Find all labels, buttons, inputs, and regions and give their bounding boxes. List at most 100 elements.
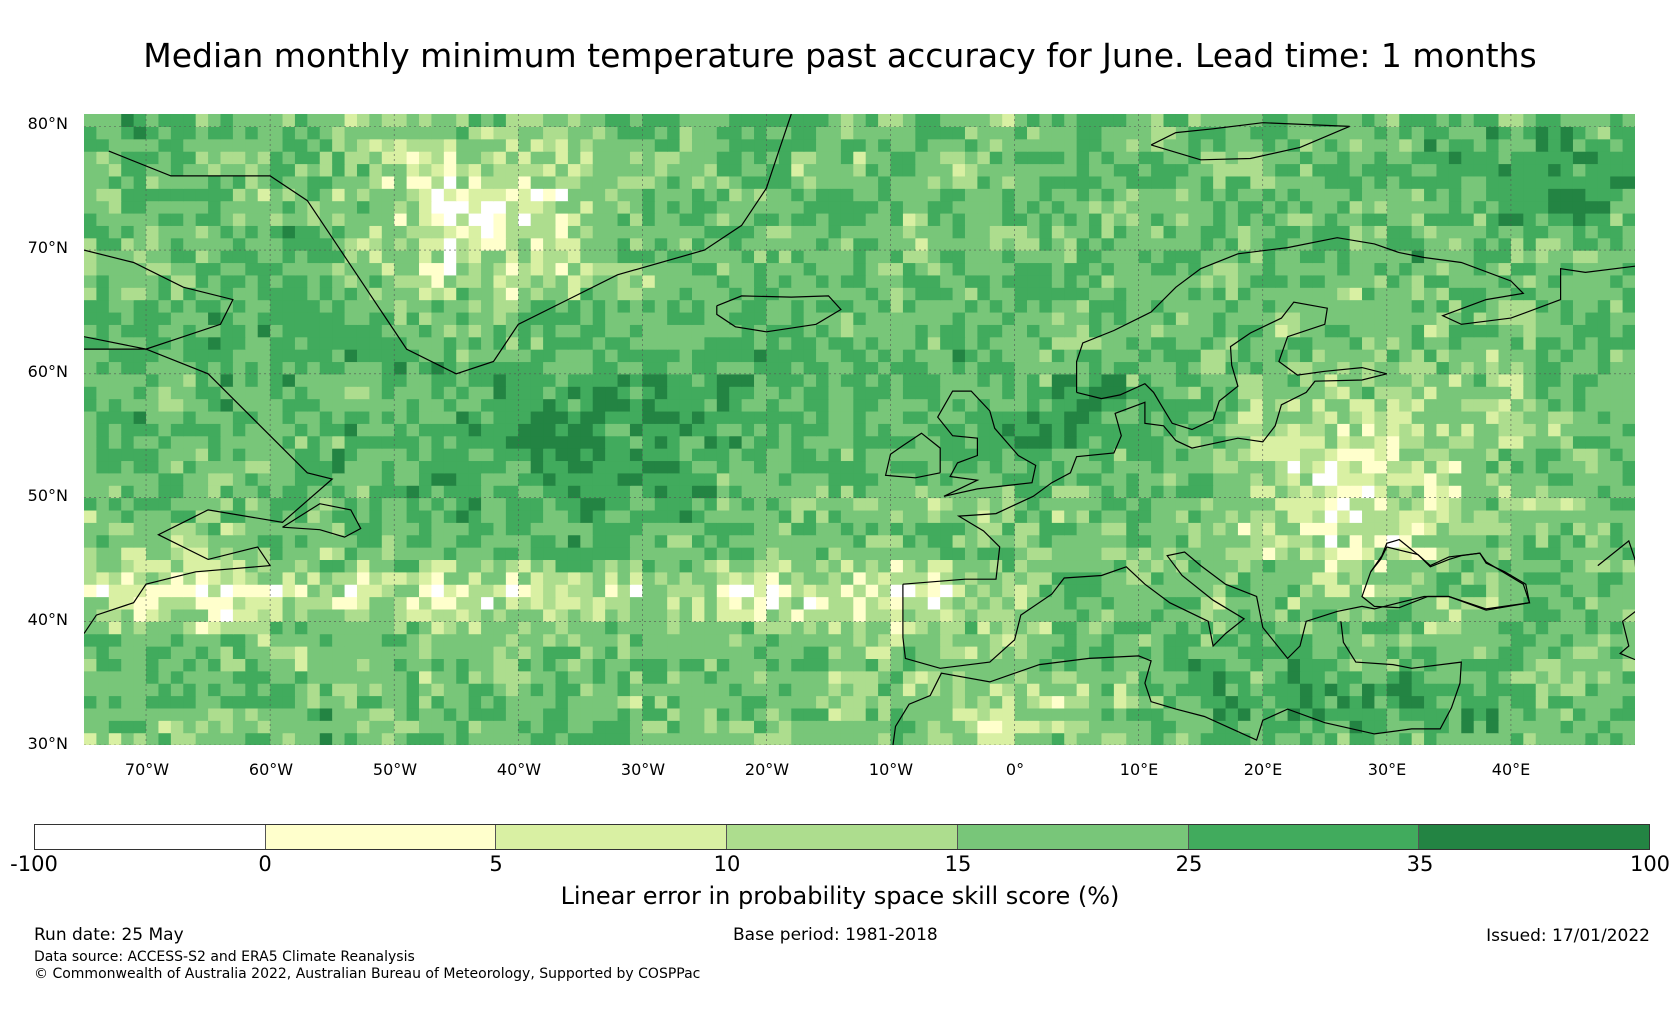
skill-cell	[816, 571, 830, 585]
skill-cell	[1461, 361, 1475, 375]
skill-cell	[1014, 534, 1028, 548]
skill-cell	[1213, 559, 1227, 573]
skill-cell	[1101, 435, 1115, 449]
skill-cell	[530, 584, 544, 598]
skill-cell	[381, 274, 395, 288]
skill-cell	[1051, 287, 1065, 301]
skill-cell	[1299, 262, 1313, 276]
skill-cell	[344, 349, 358, 363]
skill-cell	[257, 720, 271, 734]
skill-cell	[1622, 509, 1635, 523]
skill-cell	[1622, 596, 1635, 610]
skill-cell	[158, 497, 172, 511]
skill-cell	[1076, 386, 1090, 400]
skill-cell	[1386, 670, 1400, 684]
skill-cell	[518, 658, 532, 672]
skill-cell	[270, 472, 284, 486]
skill-cell	[344, 250, 358, 264]
skill-cell	[1089, 250, 1103, 264]
skill-cell	[1200, 361, 1214, 375]
skill-cell	[1362, 274, 1376, 288]
skill-cell	[195, 460, 209, 474]
skill-cell	[1113, 423, 1127, 437]
skill-cell	[791, 559, 805, 573]
skill-cell	[1002, 485, 1016, 499]
skill-cell	[1510, 522, 1524, 536]
skill-cell	[245, 720, 259, 734]
skill-cell	[1163, 534, 1177, 548]
skill-cell	[332, 448, 346, 462]
skill-cell	[1014, 646, 1028, 659]
skill-cell	[1610, 373, 1624, 387]
skill-cell	[1188, 646, 1202, 659]
skill-cell	[766, 720, 780, 734]
skill-cell	[816, 695, 830, 709]
skill-cell	[890, 683, 904, 697]
skill-cell	[605, 596, 619, 610]
skill-cell	[1498, 732, 1512, 745]
skill-cell	[729, 398, 743, 412]
skill-cell	[1002, 547, 1016, 561]
skill-cell	[344, 274, 358, 288]
skill-cell	[1188, 262, 1202, 276]
skill-cell	[1126, 336, 1140, 350]
skill-cell	[1548, 410, 1562, 424]
skill-cell	[1523, 324, 1537, 338]
skill-cell	[220, 547, 234, 561]
skill-cell	[1151, 608, 1165, 622]
skill-cell	[555, 398, 569, 412]
skill-cell	[729, 608, 743, 622]
skill-cell	[1585, 398, 1599, 412]
skill-cell	[1200, 658, 1214, 672]
skill-cell	[1089, 274, 1103, 288]
skill-cell	[1374, 621, 1388, 635]
skill-cell	[977, 509, 991, 523]
skill-cell	[381, 435, 395, 449]
skill-cell	[1275, 633, 1289, 647]
skill-cell	[1101, 373, 1115, 387]
skill-cell	[1200, 584, 1214, 598]
skill-cell	[369, 497, 383, 511]
skill-cell	[1349, 349, 1363, 363]
skill-cell	[778, 683, 792, 697]
skill-cell	[1250, 398, 1264, 412]
skill-cell	[419, 435, 433, 449]
skill-cell	[108, 448, 122, 462]
skill-cell	[369, 262, 383, 276]
skill-cell	[1473, 336, 1487, 350]
skill-cell	[505, 646, 519, 659]
skill-cell	[1225, 646, 1239, 659]
skill-cell	[543, 386, 557, 400]
skill-cell	[1362, 299, 1376, 313]
skill-cell	[84, 472, 98, 486]
skill-cell	[493, 448, 507, 462]
skill-cell	[505, 720, 519, 734]
skill-cell	[282, 633, 296, 647]
skill-cell	[1585, 299, 1599, 313]
skill-cell	[1027, 485, 1041, 499]
skill-cell	[232, 571, 246, 585]
skill-cell	[307, 695, 321, 709]
skill-cell	[1312, 547, 1326, 561]
skill-cell	[344, 311, 358, 325]
skill-cell	[356, 707, 370, 721]
skill-cell	[704, 683, 718, 697]
skill-cell	[1076, 497, 1090, 511]
skill-cell	[729, 472, 743, 486]
skill-cell	[208, 287, 222, 301]
skill-cell	[667, 299, 681, 313]
skill-cell	[1138, 250, 1152, 264]
skill-cell	[468, 299, 482, 313]
skill-cell	[667, 707, 681, 721]
skill-cell	[158, 683, 172, 697]
skill-cell	[940, 547, 954, 561]
skill-cell	[282, 485, 296, 499]
skill-cell	[456, 534, 470, 548]
skill-cell	[1188, 336, 1202, 350]
skill-cell	[282, 324, 296, 338]
skill-cell	[828, 361, 842, 375]
skill-cell	[1076, 485, 1090, 499]
skill-cell	[493, 274, 507, 288]
skill-cell	[443, 571, 457, 585]
skill-cell	[431, 732, 445, 745]
